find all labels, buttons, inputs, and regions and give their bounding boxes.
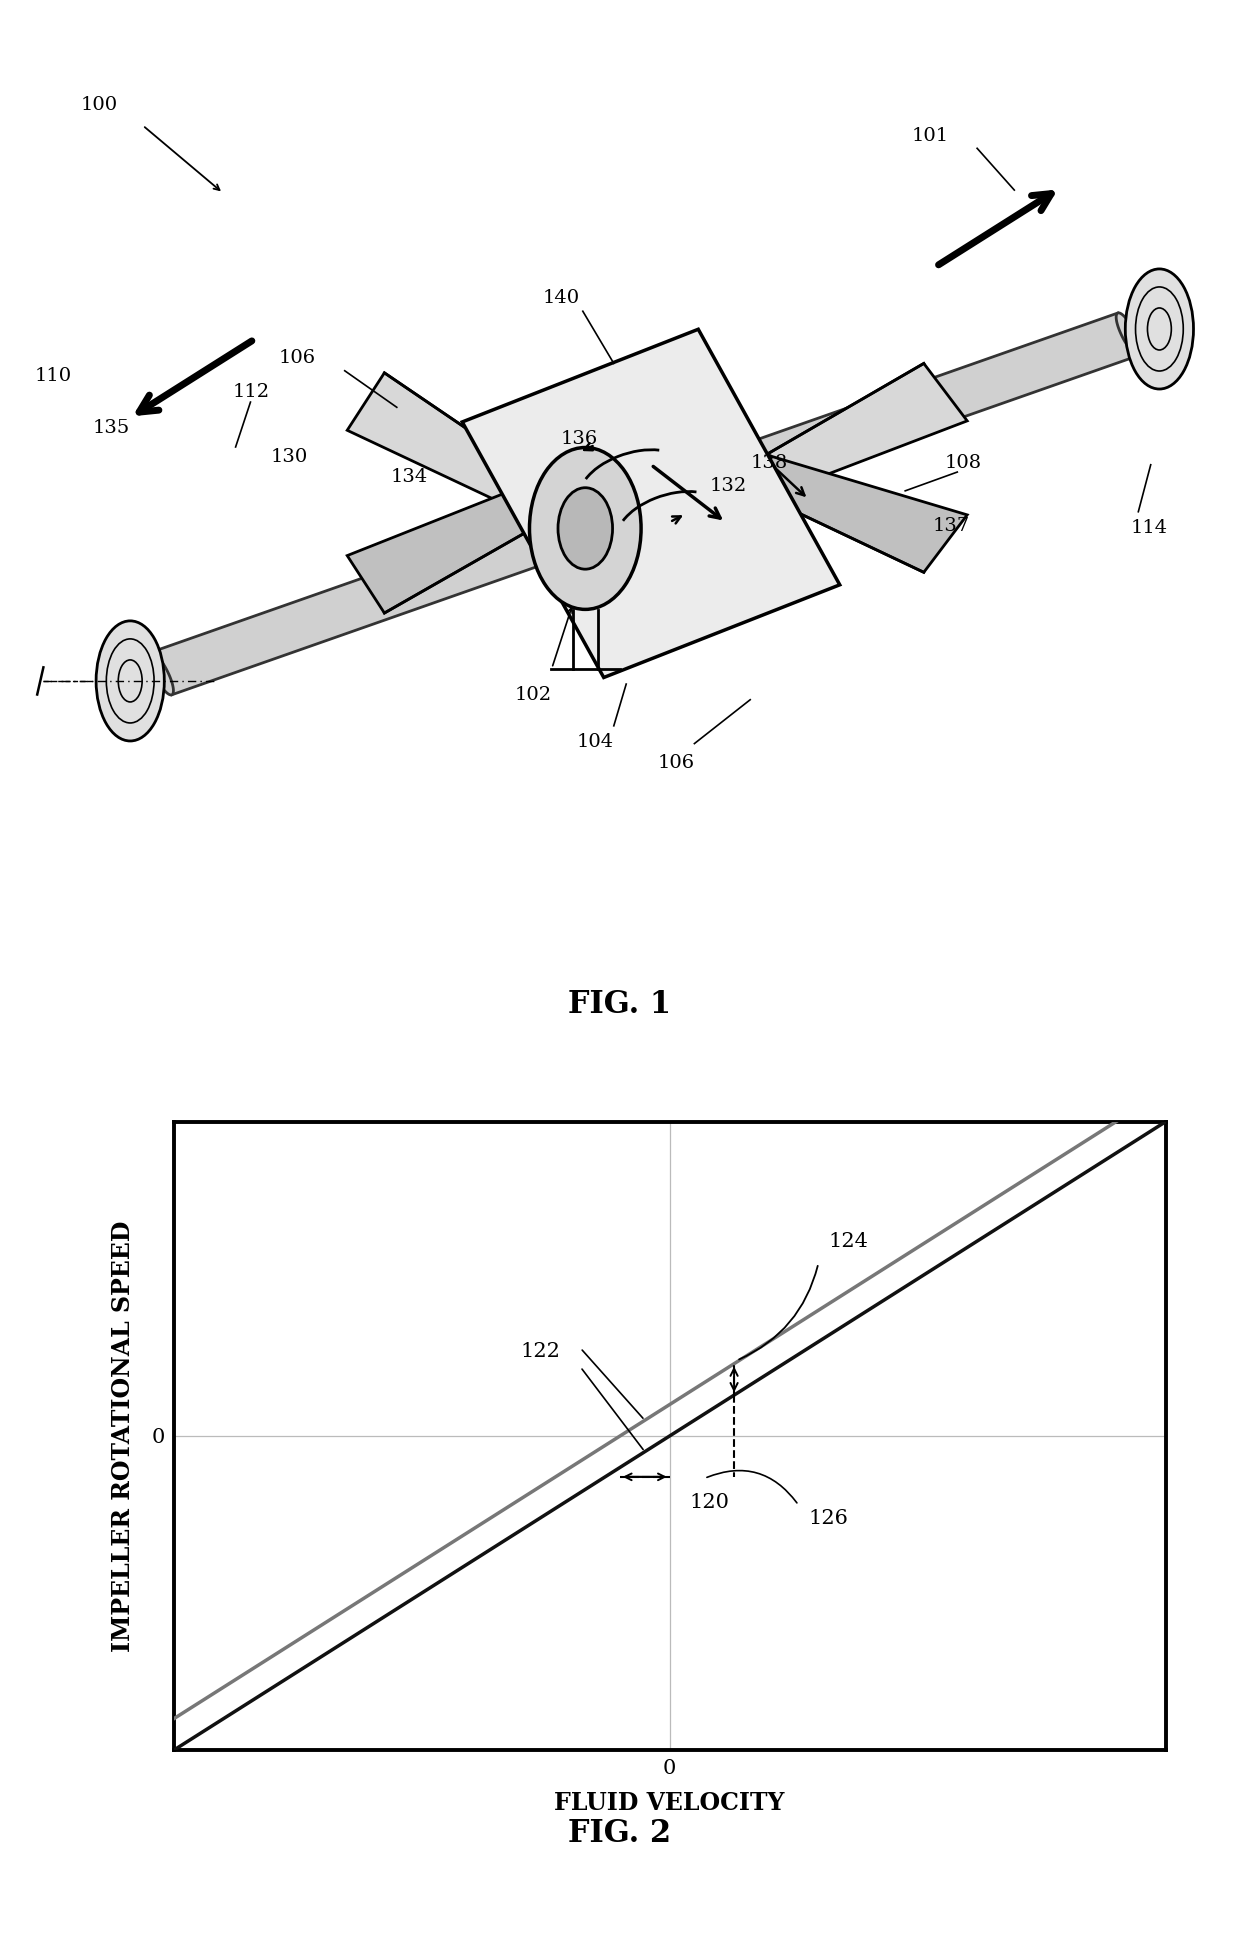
Text: FIG. 1: FIG. 1: [568, 988, 672, 1019]
Text: 135: 135: [93, 420, 130, 437]
Text: 100: 100: [81, 95, 118, 114]
Text: 102: 102: [515, 687, 552, 704]
Ellipse shape: [529, 447, 641, 609]
Polygon shape: [725, 364, 967, 507]
Text: 112: 112: [233, 383, 270, 400]
Text: 126: 126: [808, 1509, 848, 1528]
Text: 106: 106: [279, 350, 316, 367]
Text: 140: 140: [543, 288, 580, 308]
Text: 120: 120: [689, 1493, 729, 1512]
Polygon shape: [463, 329, 839, 677]
Text: 136: 136: [560, 429, 598, 449]
Text: 132: 132: [709, 478, 746, 495]
Text: 137: 137: [932, 516, 970, 534]
Text: 130: 130: [270, 447, 308, 466]
Text: 124: 124: [828, 1232, 868, 1251]
Ellipse shape: [558, 487, 613, 569]
Polygon shape: [347, 373, 577, 530]
Polygon shape: [725, 447, 967, 572]
Text: 114: 114: [1131, 518, 1168, 536]
Polygon shape: [1116, 313, 1141, 356]
Text: 134: 134: [391, 468, 428, 487]
Polygon shape: [347, 472, 577, 613]
Text: 108: 108: [945, 454, 982, 472]
Ellipse shape: [1126, 269, 1193, 389]
Text: 110: 110: [35, 367, 72, 385]
Polygon shape: [151, 313, 1138, 694]
Ellipse shape: [97, 621, 164, 741]
Y-axis label: IMPELLER ROTATIONAL SPEED: IMPELLER ROTATIONAL SPEED: [112, 1220, 135, 1652]
Polygon shape: [149, 652, 174, 694]
Text: 101: 101: [911, 128, 949, 145]
Text: 138: 138: [750, 454, 787, 472]
Text: 106: 106: [657, 754, 694, 772]
X-axis label: FLUID VELOCITY: FLUID VELOCITY: [554, 1791, 785, 1816]
Text: 104: 104: [577, 733, 614, 750]
Text: FIG. 2: FIG. 2: [568, 1818, 672, 1849]
Text: 122: 122: [521, 1342, 560, 1362]
